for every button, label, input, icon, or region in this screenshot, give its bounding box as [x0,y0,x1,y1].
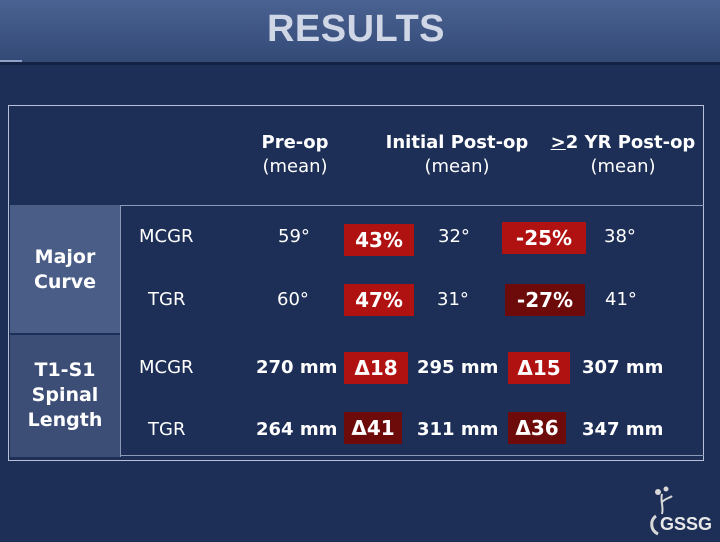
row4-postop: 311 mm [417,419,499,440]
row4-change-two-year: Δ36 [508,412,566,444]
major-curve-panel [10,205,120,333]
group-spinal-length-line2: Spinal [31,384,99,406]
title-divider [0,62,720,65]
row3-label: MCGR [139,357,194,378]
title-accent [0,60,22,62]
header-two-year-postop: >2 YR Post-op (mean) [542,131,704,179]
group-spinal-length-line1: T1-S1 [34,359,96,381]
gssg-logo: GSSG [644,484,718,538]
header-preop-sub: (mean) [262,156,328,177]
row1-two-year: 38° [604,226,636,247]
header-preop: Pre-op (mean) [240,131,350,179]
group-major-curve: Major Curve [10,245,120,295]
row3-postop: 295 mm [417,357,499,378]
table-divider-bottom [120,455,704,456]
results-table-frame [8,105,704,461]
slide-title: RESULTS [266,8,446,50]
group-spinal-length-line3: Length [27,409,103,431]
title-band [0,0,720,62]
row3-two-year: 307 mm [582,357,664,378]
svg-text:GSSG: GSSG [660,514,712,534]
header-two-year-label: 2 YR Post-op [565,132,696,153]
row2-two-year: 41° [605,289,637,310]
group-major-curve-line2: Curve [33,271,97,293]
gssg-logo-mark: GSSG [650,486,712,536]
row4-preop: 264 mm [256,419,338,440]
header-two-year-sub: (mean) [590,156,656,177]
row3-preop: 270 mm [256,357,338,378]
row2-preop: 60° [277,289,309,310]
row2-change-initial: 47% [344,284,414,316]
row1-change-two-year: -25% [502,222,586,254]
row1-label: MCGR [139,226,194,247]
group-label-panel [10,205,120,457]
header-preop-title: Pre-op [261,132,329,153]
group-spinal-length: T1-S1 Spinal Length [10,358,120,433]
header-initial-sub: (mean) [424,156,490,177]
row3-change-two-year: Δ15 [508,352,570,384]
row1-preop: 59° [278,226,310,247]
row4-two-year: 347 mm [582,419,664,440]
row2-label: TGR [148,289,186,310]
header-initial-postop: Initial Post-op (mean) [378,131,536,179]
table-divider-vertical [120,205,121,457]
header-two-year-title: >2 YR Post-op [542,131,704,155]
group-major-curve-line1: Major [34,246,96,268]
row2-change-two-year: -27% [505,284,585,316]
row1-postop: 32° [438,226,470,247]
header-two-year-prefix: > [550,132,566,153]
row3-change-initial: Δ18 [344,352,408,384]
spinal-length-panel [10,335,120,457]
row1-change-initial: 43% [344,224,414,256]
table-divider-top [120,205,704,206]
row4-label: TGR [148,419,186,440]
header-initial-title: Initial Post-op [385,132,529,153]
row2-postop: 31° [437,289,469,310]
row4-change-initial: Δ41 [344,412,402,444]
